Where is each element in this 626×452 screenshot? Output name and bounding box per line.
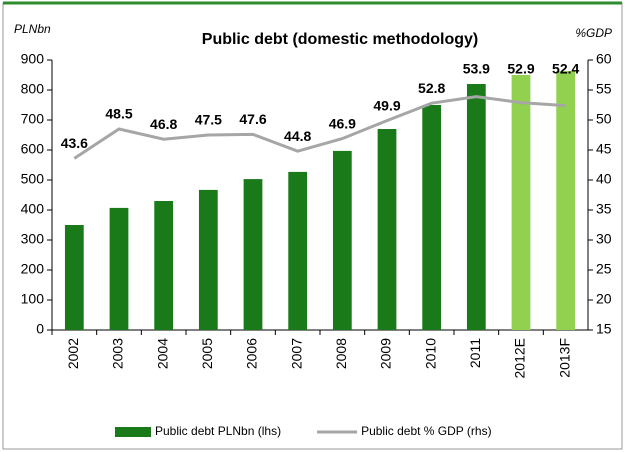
y2-tick-label: 15 [596, 321, 612, 337]
data-label: 46.8 [150, 116, 177, 132]
x-tick-label: 2003 [110, 338, 126, 369]
data-label: 53.9 [463, 61, 490, 77]
y-tick-label: 200 [21, 261, 45, 277]
y-axis-label: PLNbn [14, 22, 51, 36]
data-label: 47.6 [239, 111, 266, 127]
x-tick-label: 2006 [244, 338, 260, 369]
bar [511, 75, 531, 330]
y-tick-label: 500 [21, 171, 45, 187]
y-tick-label: 600 [21, 141, 45, 157]
x-tick-label: 2002 [65, 338, 81, 369]
y-tick-label: 300 [21, 231, 45, 247]
x-tick-label: 2005 [199, 338, 215, 369]
bar [332, 150, 352, 330]
bar [154, 201, 174, 330]
bar [109, 207, 129, 330]
line [73, 95, 566, 160]
y2-tick-label: 30 [596, 231, 612, 247]
y2-tick-label: 60 [596, 51, 612, 67]
bar [422, 105, 442, 330]
legend-label: Public debt % GDP (rhs) [361, 424, 492, 438]
y-tick-label: 0 [36, 321, 44, 337]
bar [288, 171, 308, 330]
bar [466, 84, 486, 330]
y2-tick-label: 20 [596, 291, 612, 307]
legend-swatch [115, 427, 151, 437]
y2-axis-label: %GDP [575, 26, 612, 40]
bar [64, 225, 84, 330]
y2-tick-label: 50 [596, 111, 612, 127]
y-tick-label: 100 [21, 291, 45, 307]
x-tick-label: 2008 [333, 338, 349, 369]
x-tick-label: 2007 [288, 338, 304, 369]
x-tick-label: 2011 [467, 338, 483, 368]
y-tick-label: 400 [21, 201, 45, 217]
data-label: 43.6 [61, 135, 88, 151]
x-tick-label: 2010 [422, 338, 438, 369]
y-tick-label: 900 [21, 51, 45, 67]
x-tick-label: 2013F [556, 338, 572, 378]
data-label: 49.9 [373, 97, 400, 113]
data-label: 52.4 [552, 61, 579, 77]
data-label: 52.9 [507, 61, 534, 77]
legend-label: Public debt PLNbn (lhs) [155, 424, 281, 438]
y2-tick-label: 35 [596, 201, 612, 217]
data-label: 46.9 [329, 115, 356, 131]
y2-tick-label: 25 [596, 261, 612, 277]
y2-tick-label: 45 [596, 141, 612, 157]
bar [243, 179, 263, 330]
bar [377, 129, 397, 330]
y2-tick-label: 40 [596, 171, 612, 187]
x-tick-label: 2009 [378, 338, 394, 369]
data-label: 44.8 [284, 128, 311, 144]
bar [556, 71, 576, 330]
x-tick-label: 2012E [512, 338, 528, 378]
data-label: 48.5 [105, 106, 132, 122]
x-tick-label: 2004 [154, 338, 170, 369]
chart-title: Public debt (domestic methodology) [202, 31, 478, 48]
bar [198, 189, 218, 330]
y-tick-label: 700 [21, 111, 45, 127]
y-tick-label: 800 [21, 81, 45, 97]
data-label: 47.5 [195, 112, 222, 128]
y2-tick-label: 55 [596, 81, 612, 97]
data-label: 52.8 [418, 80, 445, 96]
